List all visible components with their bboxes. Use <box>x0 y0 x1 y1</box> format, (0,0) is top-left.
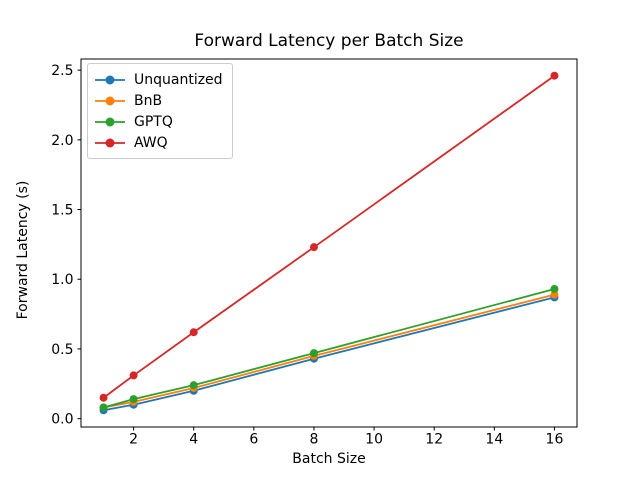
y-tick-label: 1.5 <box>51 203 73 219</box>
legend-label: BnB <box>134 92 163 109</box>
data-point-gptq <box>309 349 318 358</box>
axes-frame <box>80 58 578 428</box>
data-point-bnb <box>550 290 559 299</box>
data-point-gptq <box>550 285 559 293</box>
x-tick-label: 14 <box>485 432 503 448</box>
x-tick-label: 8 <box>310 432 319 448</box>
data-point-awq <box>99 393 108 402</box>
data-point-gptq <box>189 381 198 390</box>
y-tick-label: 1.0 <box>51 272 73 288</box>
x-tick-label: 12 <box>425 432 443 448</box>
y-tick-label: 2.5 <box>51 63 73 79</box>
data-point-awq <box>129 371 138 380</box>
x-axis-label: Batch Size <box>292 451 366 467</box>
y-tick-label: 0.5 <box>51 342 73 358</box>
legend-marker-icon <box>95 96 125 105</box>
data-point-awq <box>309 243 318 252</box>
x-tick-label: 2 <box>129 432 138 448</box>
legend-entry-gptq: GPTQ <box>95 111 223 132</box>
y-tick-label: 2.0 <box>51 133 73 149</box>
data-point-awq <box>550 71 559 80</box>
legend: Unquantized BnB GPTQ AWQ <box>87 63 233 159</box>
x-tick-label: 4 <box>189 432 198 448</box>
legend-entry-bnb: BnB <box>95 90 223 111</box>
legend-marker-icon <box>95 138 125 147</box>
legend-label: AWQ <box>134 134 168 151</box>
x-tick-label: 16 <box>546 432 564 448</box>
x-tick-label: 10 <box>365 432 383 448</box>
data-point-gptq <box>99 403 108 412</box>
x-tick-label: 6 <box>249 432 258 448</box>
legend-label: Unquantized <box>134 71 223 88</box>
legend-marker-icon <box>95 117 125 126</box>
legend-label: GPTQ <box>134 113 173 130</box>
legend-entry-unquantized: Unquantized <box>95 69 223 90</box>
data-point-awq <box>189 328 198 337</box>
y-tick-label: 0.0 <box>51 412 73 428</box>
legend-entry-awq: AWQ <box>95 132 223 153</box>
legend-marker-icon <box>95 75 125 84</box>
data-point-gptq <box>129 395 138 404</box>
chart-title: Forward Latency per Batch Size <box>194 31 464 51</box>
